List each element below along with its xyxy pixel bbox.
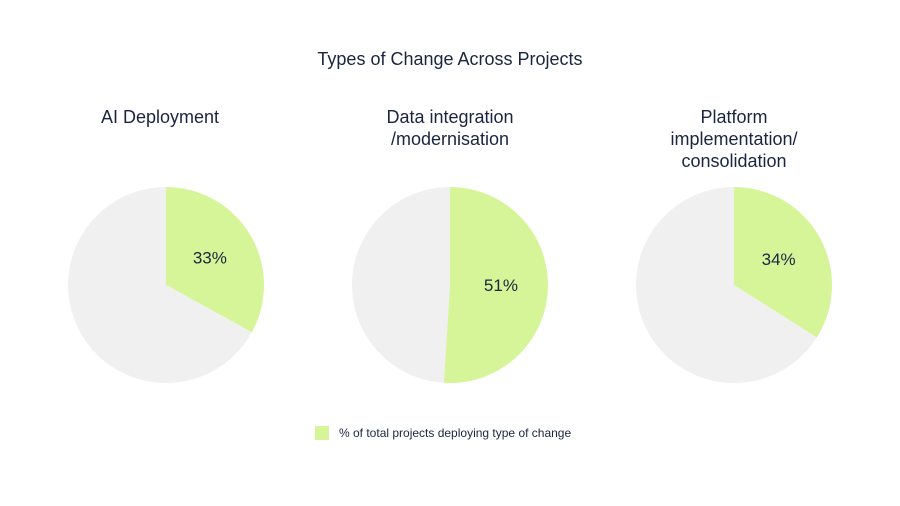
pie-slice-remainder <box>636 187 817 383</box>
pie-slice-value <box>443 187 548 383</box>
pie-title-data-integration: Data integration /modernisation <box>330 106 570 150</box>
pie-data-label: 33% <box>193 249 227 268</box>
legend: % of total projects deploying type of ch… <box>315 426 571 440</box>
pie-title-line: /modernisation <box>390 129 510 149</box>
pie-title-line: AI Deployment <box>100 107 220 127</box>
pie-title-line: Data integration <box>386 107 514 127</box>
pie-slice-value <box>734 187 832 338</box>
pie-title-ai-deployment: AI Deployment <box>40 106 280 128</box>
pie-title-line: consolidation <box>681 151 787 171</box>
pie-slice-value <box>166 187 264 333</box>
pie-data-label: 34% <box>762 250 796 269</box>
legend-label: % of total projects deploying type of ch… <box>339 426 572 440</box>
pie-title-line: implementation/ <box>670 129 798 149</box>
pie-slice-remainder <box>68 187 252 384</box>
chart-title: Types of Change Across Projects <box>317 49 583 69</box>
pie-title-platform-implementation: Platform implementation/ consolidation <box>614 106 854 172</box>
pie-data-label: 51% <box>484 276 518 295</box>
pie-slice-remainder <box>352 186 450 383</box>
legend-swatch <box>315 426 329 440</box>
pie-title-line: Platform <box>700 107 768 127</box>
